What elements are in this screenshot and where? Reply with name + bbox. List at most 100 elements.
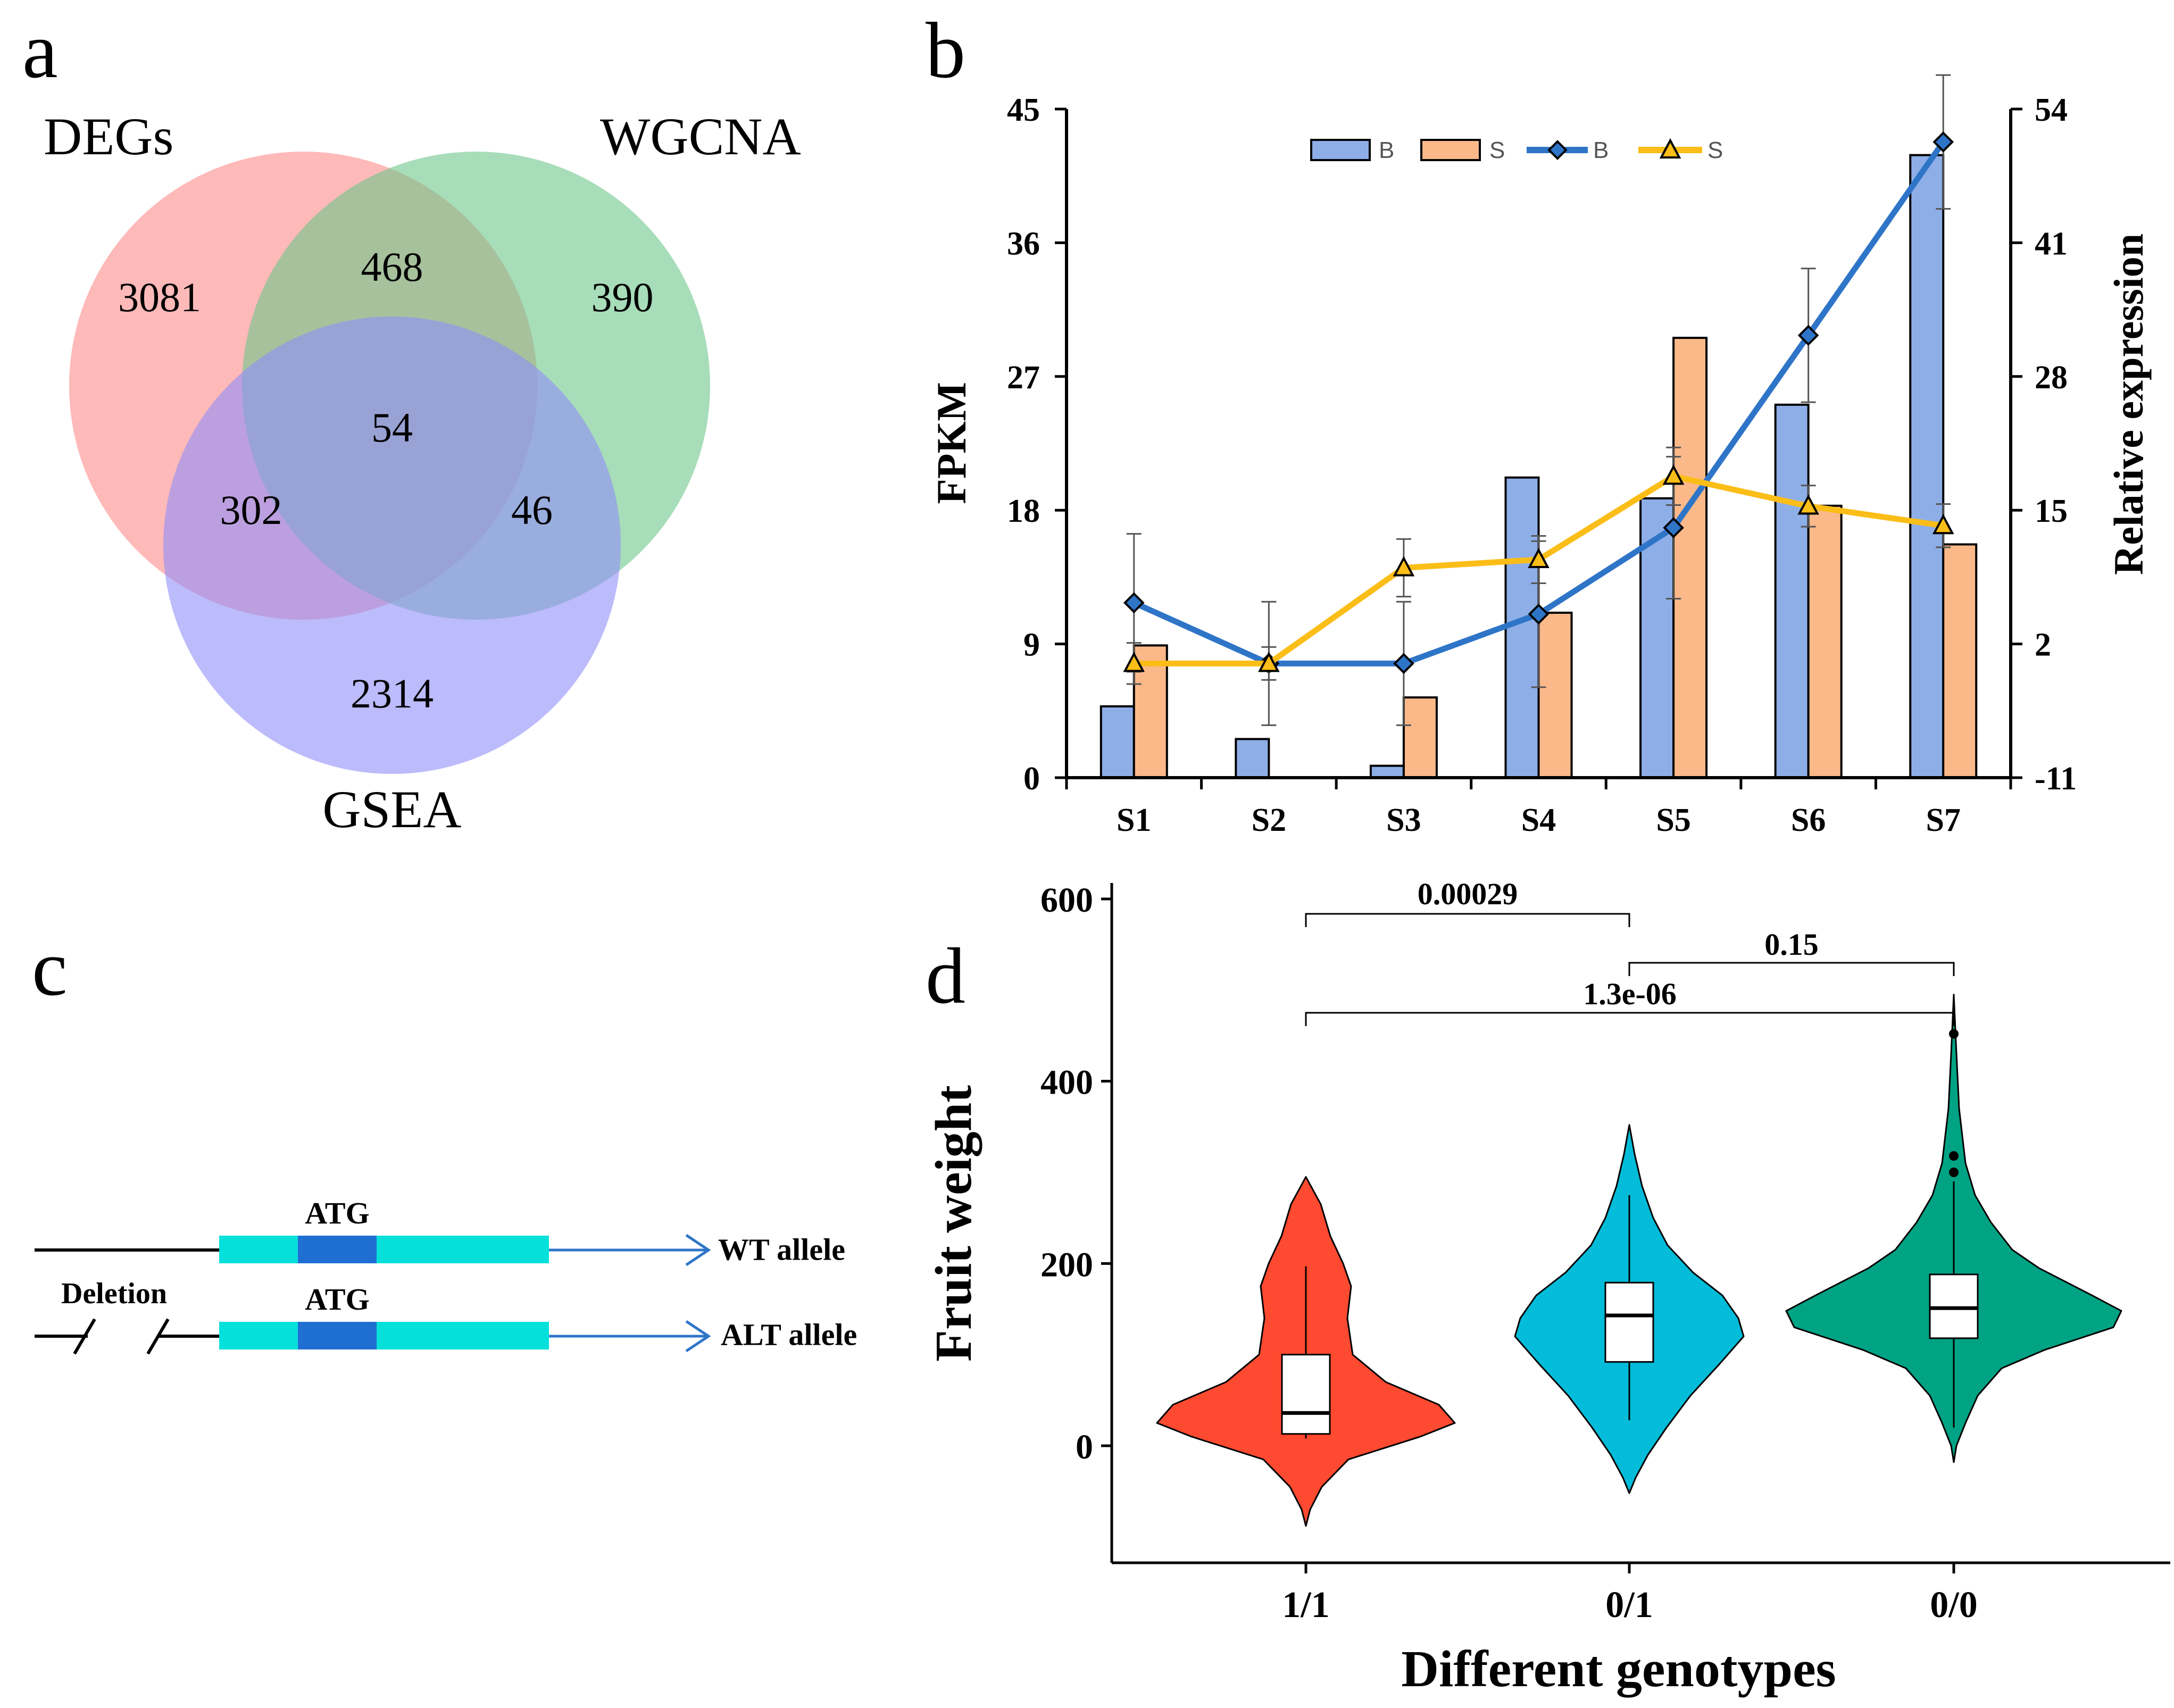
- marker-triangle-S3: [1393, 556, 1415, 577]
- b-legend-label-line-s: S: [1707, 137, 1723, 163]
- bar-s-S4: [1537, 611, 1573, 779]
- panel-c: c ATG WT allele Deletion ATG ALT allele: [32, 924, 857, 1355]
- bar-b-S7: [1909, 154, 1945, 779]
- bar-b-S2: [1235, 738, 1270, 779]
- b-ytick-label-0: 0: [1023, 761, 1040, 797]
- b-ylabel: FPKM: [928, 382, 974, 504]
- d-ytick-label-200: 200: [1040, 1245, 1093, 1284]
- venn-set-label-degs: DEGs: [44, 107, 173, 166]
- bar-b-S4: [1504, 476, 1540, 779]
- panel-label-c: c: [32, 924, 68, 1012]
- marker-diamond-S6: [1797, 324, 1819, 346]
- comparison-p-label-0: 0.00029: [1418, 877, 1518, 911]
- outlier-0/0-1: [1949, 1151, 1959, 1161]
- b-xtick-label-S2: S2: [1252, 802, 1286, 838]
- marker-triangle-S4: [1528, 547, 1550, 569]
- panel-b: b 0 9 18 27 36 45 -11 2 15 28 41 54 S1 S2 S3 S4 S5 S6 S7 F…: [926, 6, 2152, 838]
- b-y2tick-label-41: 41: [2035, 226, 2068, 262]
- b-y2tick-label-54: 54: [2035, 92, 2068, 128]
- d-brackets: 0.00029 0.15 1.3e-06: [1305, 877, 1955, 1026]
- b-xtick-label-S6: S6: [1791, 802, 1826, 838]
- b-ytick-label-27: 27: [1007, 360, 1040, 396]
- comparison-p-label-1: 0.15: [1764, 927, 1819, 962]
- b-axes: [1065, 109, 2012, 779]
- wt-atg-label: ATG: [305, 1196, 369, 1230]
- bar-s-S6: [1807, 504, 1843, 779]
- venn-count-degs-only: 3081: [118, 274, 201, 320]
- b-xtick-label-S3: S3: [1386, 802, 1421, 838]
- venn-count-wgcna-gsea: 46: [511, 487, 553, 533]
- wt-allele-label: WT allele: [718, 1232, 845, 1267]
- b-lines: [1123, 74, 1954, 726]
- alt-arrow-head: [685, 1320, 711, 1353]
- bar-s-S5: [1672, 337, 1708, 779]
- venn-count-degs-wgcna: 468: [361, 244, 423, 290]
- comparison-p-label-2: 1.3e-06: [1583, 977, 1677, 1011]
- venn-set-label-gsea: GSEA: [322, 780, 461, 839]
- marker-diamond-S4: [1528, 603, 1550, 625]
- venn-count-degs-gsea: 302: [220, 487, 282, 533]
- venn-count-all-three: 54: [371, 404, 413, 451]
- b-legend-label-bar-b: B: [1379, 137, 1394, 163]
- b-y2tick-label-15: 15: [2035, 493, 2068, 529]
- d-violins: [1156, 994, 2122, 1527]
- marker-triangle-S6: [1797, 494, 1819, 515]
- venn-count-wgcna-only: 390: [592, 274, 654, 320]
- marker-triangle-S2: [1258, 652, 1280, 672]
- d-ytick-label-400: 400: [1040, 1063, 1093, 1102]
- b-legend-swatch-bar-s: [1420, 139, 1481, 161]
- marker-triangle-S1: [1123, 652, 1145, 672]
- panel-label-b: b: [926, 6, 965, 95]
- b-ytick-label-45: 45: [1007, 92, 1040, 128]
- comparison-bracket-2: [1305, 1012, 1955, 1026]
- panel-d: d 0 200 400 600 1/1 0/1 0/0 0.00029 0.15 1.3e-06…: [925, 877, 2170, 1698]
- venn-circle-gsea: [163, 316, 621, 774]
- b-legend-label-line-b: B: [1593, 137, 1609, 163]
- box-0/1: [1604, 1281, 1654, 1363]
- b-y2tick-label-2: 2: [2035, 627, 2051, 663]
- outlier-0/0-2: [1949, 1168, 1959, 1177]
- deletion-label: Deletion: [61, 1277, 167, 1310]
- wt-atg-box: [298, 1236, 377, 1263]
- wt-gene-bar: [219, 1236, 549, 1263]
- b-ytick-label-18: 18: [1007, 493, 1040, 529]
- venn-set-label-wgcna: WGCNA: [600, 107, 801, 166]
- b-y2label: Relative expression: [2105, 234, 2152, 575]
- b-legend-marker-diamond: [1547, 140, 1568, 160]
- b-bars: [1100, 154, 1978, 779]
- alt-break-slash-2: [146, 1318, 170, 1355]
- comparison-bracket-1: [1628, 962, 1955, 976]
- bar-s-S7: [1942, 543, 1978, 779]
- b-legend-label-bar-s: S: [1489, 137, 1505, 163]
- bar-s-S3: [1402, 696, 1438, 779]
- d-xtick-label-0/0: 0/0: [1930, 1585, 1977, 1626]
- panel-label-a: a: [22, 6, 58, 95]
- alt-allele-label: ALT allele: [721, 1317, 857, 1352]
- b-xtick-label-S1: S1: [1117, 802, 1151, 838]
- marker-diamond-S3: [1393, 653, 1414, 674]
- marker-triangle-S5: [1662, 464, 1685, 485]
- b-legend-marker-triangle: [1659, 138, 1681, 159]
- marker-diamond-S5: [1663, 517, 1684, 538]
- b-ticks: 0 9 18 27 36 45 -11 2 15 28 41 54 S1 S2 S3 S4 S5 S6 S7: [1007, 92, 2077, 838]
- b-ytick-label-36: 36: [1007, 226, 1040, 262]
- panel-a: a DEGs WGCNA GSEA 3081 390 2314 468 302 …: [22, 6, 801, 839]
- d-ticks: 0 200 400 600 1/1 0/1 0/0: [1040, 881, 1978, 1626]
- venn-count-gsea-only: 2314: [351, 670, 434, 716]
- bar-b-S1: [1100, 705, 1135, 779]
- d-ylabel: Fruit weight: [925, 1085, 982, 1362]
- b-ytick-label-9: 9: [1023, 627, 1040, 663]
- b-y2tick-label--11: -11: [2035, 761, 2077, 797]
- b-legend: B S B S: [1310, 137, 1723, 163]
- b-legend-swatch-bar-b: [1310, 139, 1371, 161]
- alt-atg-box: [298, 1322, 377, 1349]
- d-xlabel: Different genotypes: [1401, 1640, 1836, 1698]
- wt-arrow-head: [685, 1234, 711, 1267]
- b-xtick-label-S5: S5: [1656, 802, 1690, 838]
- d-xtick-label-0/1: 0/1: [1605, 1585, 1653, 1626]
- box-1/1: [1281, 1354, 1331, 1435]
- d-xtick-label-1/1: 1/1: [1282, 1585, 1329, 1626]
- marker-diamond-S7: [1933, 131, 1954, 153]
- d-ytick-label-600: 600: [1040, 881, 1093, 920]
